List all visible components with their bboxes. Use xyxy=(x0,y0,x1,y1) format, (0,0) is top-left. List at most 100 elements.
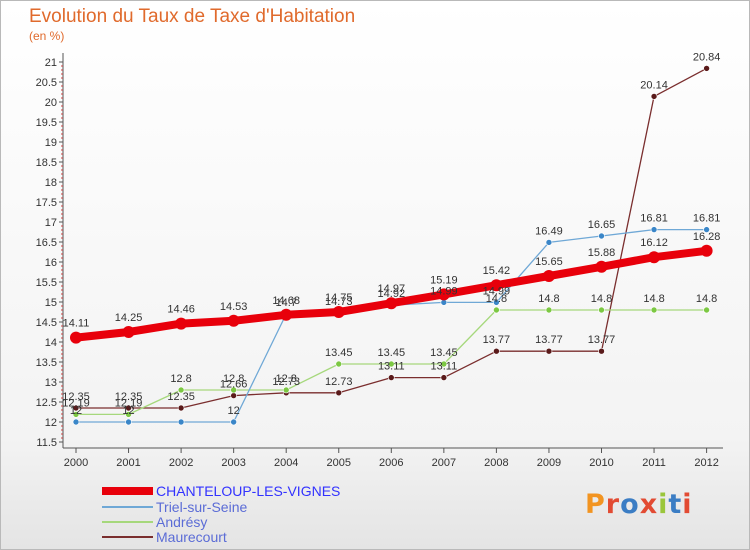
y-tick-label: 15 xyxy=(45,297,57,309)
data-point xyxy=(227,314,240,327)
data-label: 13.11 xyxy=(378,361,405,373)
y-tick-label: 13 xyxy=(45,377,57,389)
data-point xyxy=(125,404,132,412)
data-label: 14.25 xyxy=(115,312,143,324)
data-label: 15.88 xyxy=(588,247,616,259)
data-label: 12.8 xyxy=(275,373,296,385)
data-point xyxy=(493,299,500,306)
data-point xyxy=(703,65,710,72)
data-label: 14.8 xyxy=(696,293,717,305)
data-label: 12.73 xyxy=(325,376,353,388)
data-label: 14.8 xyxy=(538,293,559,305)
x-tick-label: 2009 xyxy=(537,457,561,469)
legend-label-0: CHANTELOUP-LES-VIGNES xyxy=(156,483,340,499)
legend-label-3: Maurecourt xyxy=(156,529,227,545)
data-point xyxy=(493,347,500,355)
data-point xyxy=(177,386,185,394)
x-tick-label: 2006 xyxy=(379,457,403,469)
data-label: 14.53 xyxy=(220,301,248,313)
data-label: 12.19 xyxy=(115,397,143,409)
proxiti-logo: Proxiti xyxy=(585,489,693,520)
data-label: 16.65 xyxy=(588,219,616,231)
x-tick-label: 2010 xyxy=(589,457,613,469)
logo-letter: i xyxy=(658,489,669,520)
data-point xyxy=(387,374,395,381)
data-point xyxy=(703,226,710,233)
x-tick-label: 2007 xyxy=(432,457,456,469)
y-tick-label: 21 xyxy=(45,57,57,69)
data-label: 14.46 xyxy=(167,304,195,316)
data-label: 12.19 xyxy=(62,397,90,409)
data-point xyxy=(598,347,605,355)
data-labels: 12.35 12.35 12.35 12.66 12.73 12.73 13.11 13.11… xyxy=(62,51,720,417)
y-tick-label: 15.5 xyxy=(36,277,57,289)
data-point xyxy=(282,386,290,394)
y-tick-label: 17 xyxy=(45,217,57,229)
data-point xyxy=(230,386,237,394)
data-label: 16.81 xyxy=(693,213,721,225)
data-label: 13.11 xyxy=(430,361,457,373)
data-point xyxy=(545,239,553,246)
x-tick-label: 2008 xyxy=(484,457,508,469)
logo-letter: r xyxy=(605,489,621,520)
data-label: 12.66 xyxy=(220,379,248,391)
data-point xyxy=(72,418,80,426)
data-point xyxy=(175,317,188,330)
data-point xyxy=(230,392,237,399)
y-tick-label: 11.5 xyxy=(36,437,57,449)
data-point xyxy=(72,411,80,418)
data-label: 14.73 xyxy=(325,296,353,308)
y-tick-label: 16.5 xyxy=(36,237,57,249)
data-point xyxy=(650,93,658,100)
legend-label-1: Triel-sur-Seine xyxy=(156,499,247,515)
data-point xyxy=(387,360,395,368)
data-label: 14.11 xyxy=(63,318,90,330)
data-label: 12 xyxy=(228,405,240,417)
data-label: 12.35 xyxy=(62,391,90,403)
y-tick-label: 16 xyxy=(45,257,57,269)
y-tick-label: 18.5 xyxy=(36,157,57,169)
data-point xyxy=(598,306,605,314)
data-label: 14.8 xyxy=(486,293,507,305)
y-tick-label: 19.5 xyxy=(36,117,57,129)
axes: 11.5 12 12.5 13 13.5 14 14.5 15 15.5 16 16.5 17 17.5… xyxy=(36,53,723,469)
series-points xyxy=(70,65,713,426)
y-tick-label: 12 xyxy=(45,417,57,429)
data-label: 14.99 xyxy=(483,285,511,297)
data-point xyxy=(545,347,553,355)
data-label: 14.75 xyxy=(325,292,353,304)
logo-letter: o xyxy=(620,489,640,520)
data-label: 13.77 xyxy=(535,334,563,346)
data-point xyxy=(703,306,710,314)
data-label: 13.45 xyxy=(325,347,353,359)
legend-label-2: Andrésy xyxy=(156,514,207,530)
y-tick-label: 12.5 xyxy=(36,397,57,409)
data-point xyxy=(122,326,135,338)
y-tick-label: 13.5 xyxy=(36,357,57,369)
data-label: 14.7 xyxy=(275,297,296,309)
data-label: 14.68 xyxy=(272,295,300,307)
data-point xyxy=(440,360,448,368)
logo-letter: x xyxy=(639,489,659,520)
x-tick-label: 2003 xyxy=(221,457,245,469)
data-point xyxy=(595,260,608,273)
data-label: 12.35 xyxy=(115,391,143,403)
data-point xyxy=(650,226,658,233)
data-point xyxy=(335,389,343,397)
x-tick-label: 2001 xyxy=(116,457,140,469)
data-label: 14.8 xyxy=(643,293,664,305)
data-label: 13.77 xyxy=(588,334,616,346)
data-point xyxy=(70,331,82,344)
logo-letter: t xyxy=(668,489,683,520)
data-point xyxy=(72,404,80,412)
y-tick-label: 20 xyxy=(45,97,57,109)
logo-letter: P xyxy=(585,489,606,520)
data-label: 13.45 xyxy=(378,347,406,359)
legend: CHANTELOUP-LES-VIGNESTriel-sur-SeineAndr… xyxy=(102,483,340,545)
y-tick-label: 14 xyxy=(45,337,57,349)
data-label: 20.14 xyxy=(640,79,668,91)
data-point xyxy=(437,288,450,301)
data-label: 14.97 xyxy=(378,283,406,295)
data-point xyxy=(700,244,713,257)
